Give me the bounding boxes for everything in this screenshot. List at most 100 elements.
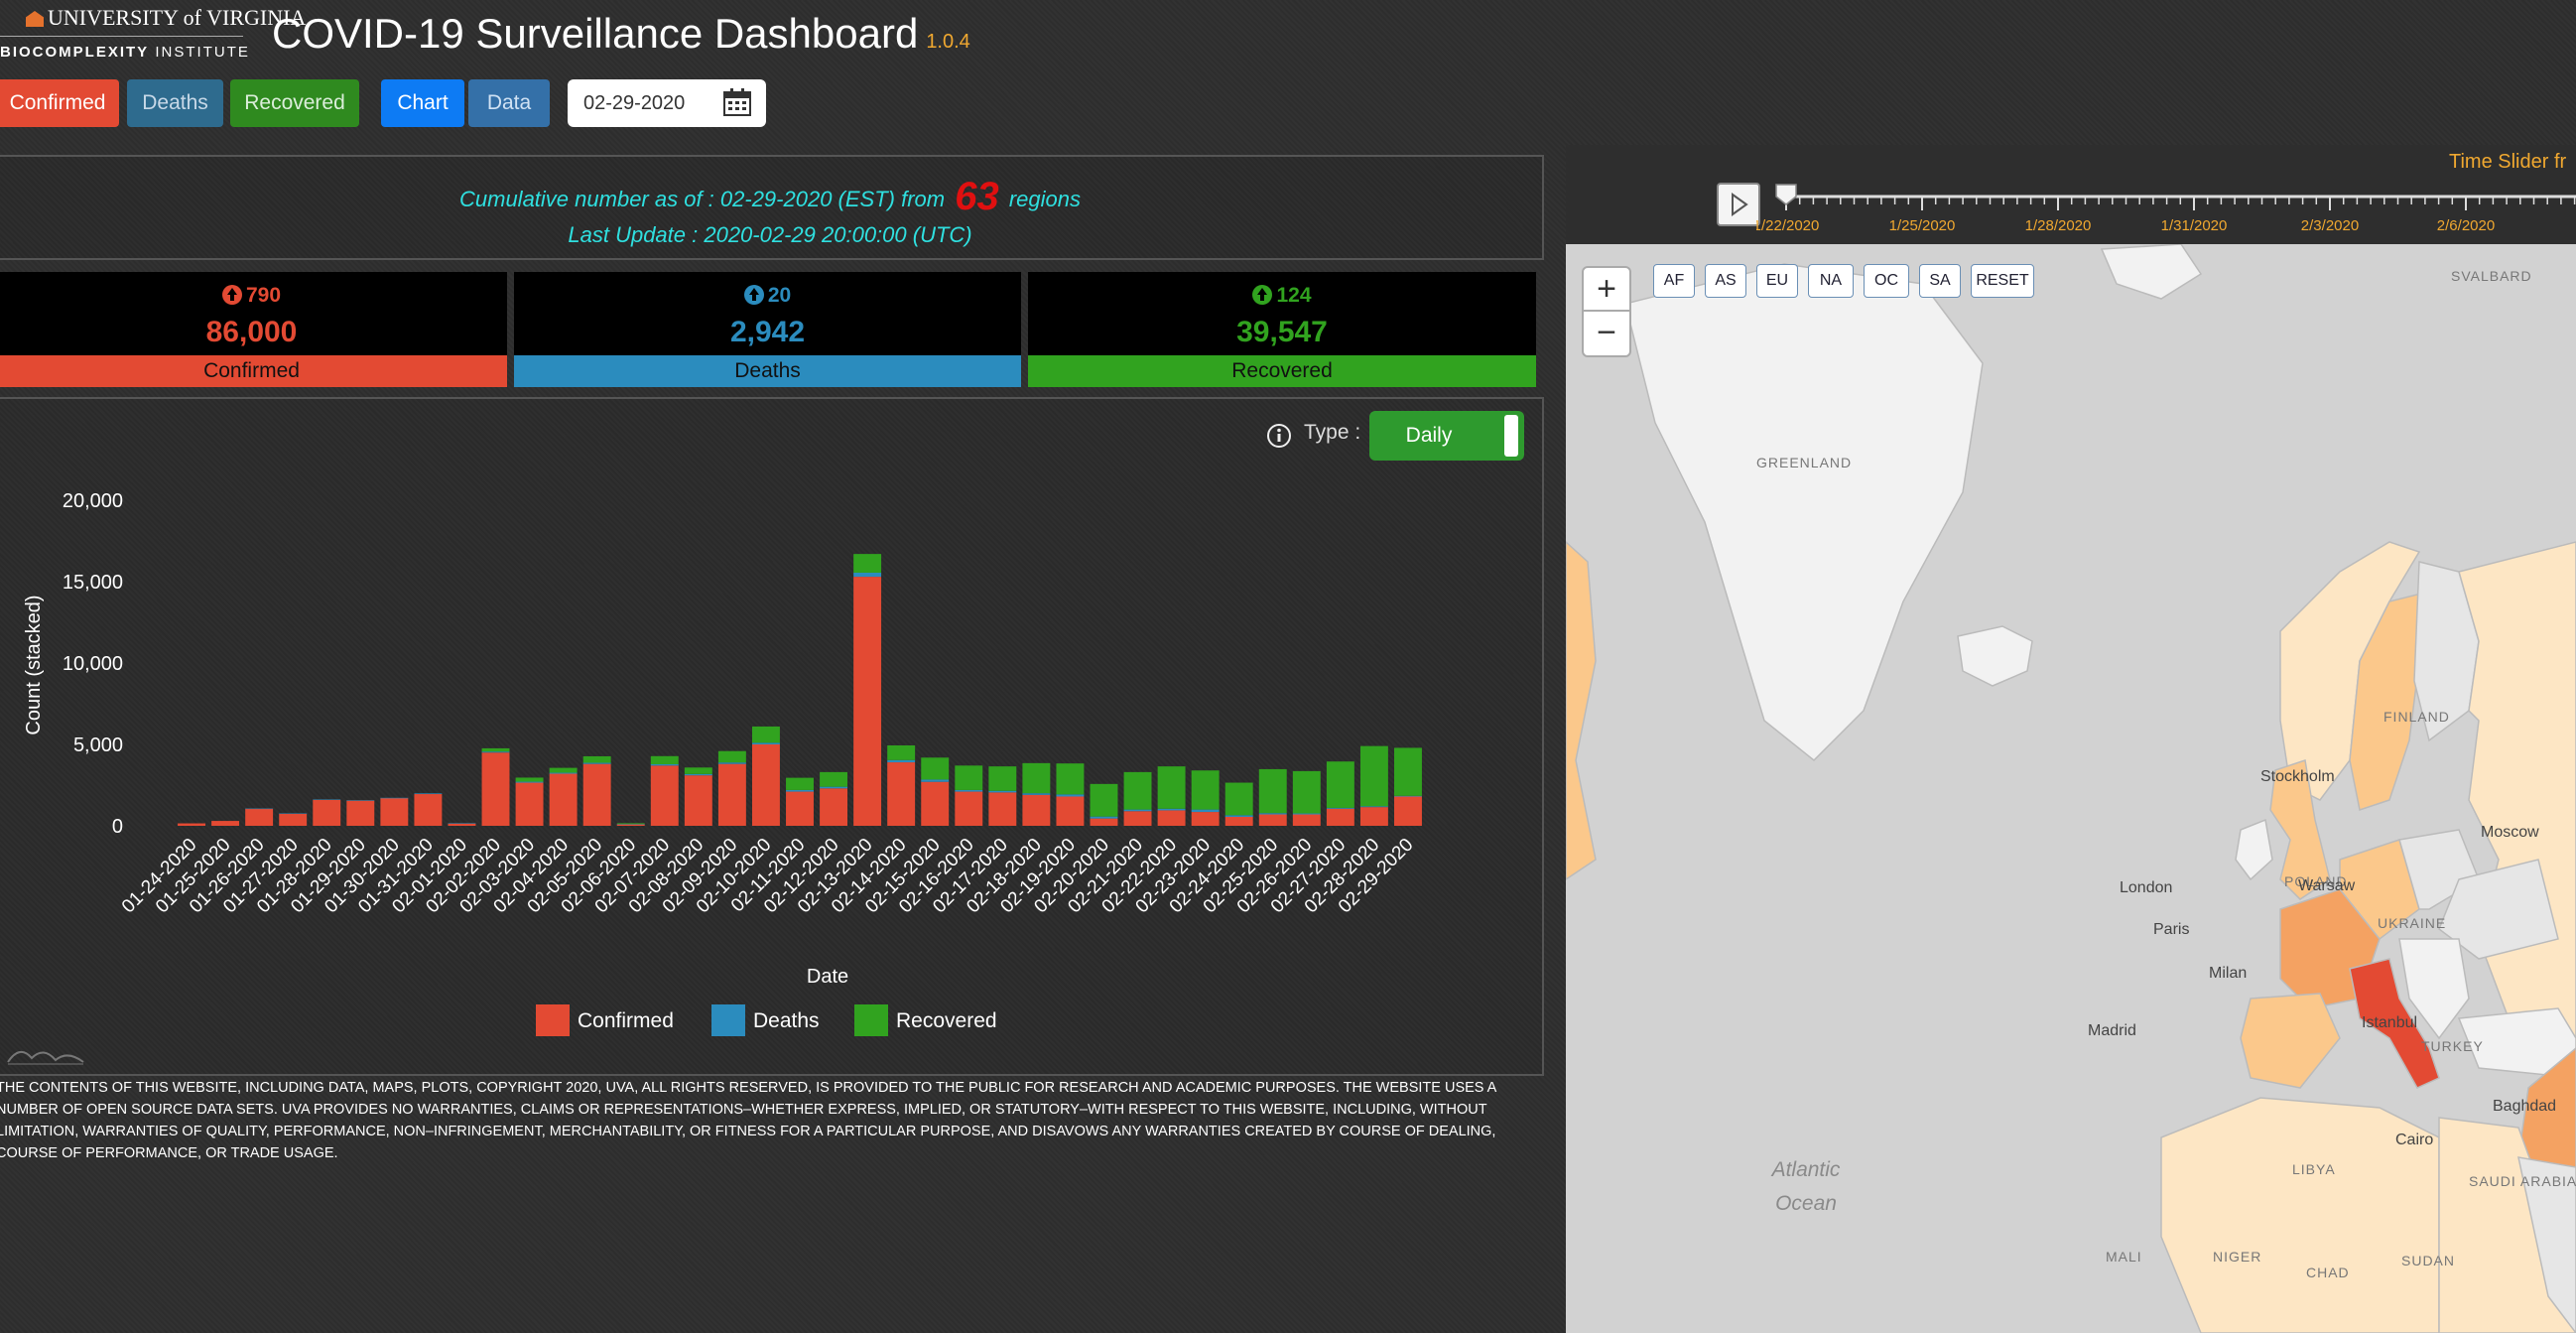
choropleth-map[interactable]: [1566, 244, 2576, 1333]
confirmed-card: 790 86,000 Confirmed: [0, 272, 507, 387]
bar-confirmed: [211, 821, 240, 826]
saudi-shape: [2517, 1156, 2576, 1333]
institute-name-rest: INSTITUTE: [155, 44, 250, 61]
uva-logo-text: UNIVERSITY of VIRGINIA: [48, 5, 307, 30]
balkans-shape: [2398, 938, 2470, 1040]
deaths-button[interactable]: Deaths: [127, 79, 223, 127]
zoom-out-button[interactable]: −: [1582, 310, 1631, 357]
region-button-sa[interactable]: SA: [1919, 264, 1961, 298]
bar-recovered: [1224, 782, 1253, 816]
time-slider-title: Time Slider fr: [2449, 151, 2567, 173]
map-label-istanbul: Istanbul: [2362, 1014, 2418, 1031]
toggle-knob[interactable]: [1504, 415, 1518, 457]
zoom-in-button[interactable]: +: [1582, 266, 1631, 314]
recovered-card: 124 39,547 Recovered: [1028, 272, 1536, 387]
deaths-total: 2,942: [729, 316, 806, 348]
bar-recovered: [717, 750, 746, 763]
date-input[interactable]: 02-29-2020: [583, 92, 686, 114]
date-picker[interactable]: 02-29-2020: [568, 79, 766, 127]
arrow-up-icon: [743, 285, 764, 305]
institute-name-bold: BIOCOMPLEXITY: [0, 44, 150, 61]
type-toggle[interactable]: Daily: [1369, 411, 1524, 461]
bar-confirmed: [1359, 807, 1388, 826]
region-button-na[interactable]: NA: [1808, 264, 1854, 298]
bar-confirmed: [1258, 814, 1287, 826]
bar-confirmed: [1090, 818, 1118, 826]
header: UNIVERSITY of VIRGINIA BIOCOMPLEXITY INS…: [0, 0, 2576, 75]
regions-suffix: regions: [1008, 187, 1081, 211]
recovered-card-label: Recovered: [1028, 355, 1536, 387]
map-label-madrid: Madrid: [2088, 1022, 2136, 1039]
bar-recovered: [549, 767, 578, 773]
recovered-delta: 124: [1028, 284, 1536, 308]
bar-confirmed: [448, 823, 476, 826]
bar-confirmed: [921, 781, 950, 826]
bar-deaths: [279, 813, 308, 815]
slider-date-label: 1/25/2020: [1889, 217, 1956, 234]
bar-confirmed: [1191, 812, 1220, 826]
bar-confirmed: [820, 788, 848, 826]
chart-tab-button[interactable]: Chart: [381, 79, 464, 127]
bar-confirmed: [1022, 794, 1051, 826]
slider-date-label: 1/28/2020: [2025, 217, 2092, 234]
y-tick-label: 10,000: [63, 653, 123, 675]
bar-confirmed: [988, 792, 1017, 826]
bar-recovered: [1359, 745, 1388, 807]
map-label-finland: FINLAND: [2383, 709, 2450, 725]
bar-deaths: [751, 742, 780, 744]
arrow-up-icon: [221, 285, 242, 305]
bar-recovered: [1258, 768, 1287, 814]
legend-swatch-confirmed: [536, 1004, 570, 1036]
bar-recovered: [1191, 770, 1220, 810]
bar-confirmed: [582, 763, 611, 826]
cumulative-prefix: Cumulative number as of : 02-29-2020 (ES…: [459, 187, 946, 211]
bar-deaths: [616, 824, 645, 825]
ukraine-shape: [2438, 859, 2559, 960]
cumulative-line: Cumulative number as of : 02-29-2020 (ES…: [0, 175, 1542, 219]
bar-confirmed: [616, 824, 645, 826]
bar-confirmed: [955, 791, 983, 826]
bar-recovered: [515, 777, 544, 782]
y-axis-label: Count (stacked): [23, 595, 45, 734]
ocean-label-line2: Ocean: [1775, 1192, 1837, 1215]
time-slider[interactable]: 1/22/2020 1/25/2020 1/28/2020 1/31/2020 2/3/…: [1756, 179, 2576, 244]
recovered-button[interactable]: Recovered: [230, 79, 359, 127]
bar-recovered: [820, 771, 848, 787]
bar-confirmed: [717, 763, 746, 826]
region-button-af[interactable]: AF: [1653, 264, 1695, 298]
institute-logo: BIOCOMPLEXITY INSTITUTE: [0, 44, 250, 61]
bar-deaths: [1258, 813, 1287, 815]
map-label-niger: NIGER: [2213, 1249, 2262, 1265]
bar-confirmed: [313, 799, 341, 826]
bar-deaths: [1224, 815, 1253, 817]
confirmed-card-label: Confirmed: [0, 355, 507, 387]
uva-logo[interactable]: UNIVERSITY of VIRGINIA: [26, 5, 306, 31]
bar-recovered: [955, 765, 983, 790]
region-button-reset[interactable]: RESET: [1971, 264, 2034, 298]
slider-handle[interactable]: [1775, 184, 1797, 205]
bar-deaths: [1022, 793, 1051, 795]
bar-deaths: [313, 799, 341, 800]
region-button-eu[interactable]: EU: [1756, 264, 1798, 298]
play-icon: [1732, 193, 1748, 216]
deaths-delta: 20: [514, 284, 1021, 308]
bar-confirmed: [853, 577, 882, 826]
germany-shape: [2339, 839, 2420, 941]
svalbard-shape: [2100, 244, 2203, 300]
bar-recovered: [616, 823, 645, 825]
bar-confirmed: [1394, 796, 1422, 826]
bar-confirmed: [684, 775, 712, 826]
confirmed-button[interactable]: Confirmed: [0, 79, 119, 127]
calendar-icon[interactable]: [722, 87, 752, 117]
region-button-as[interactable]: AS: [1705, 264, 1746, 298]
bar-confirmed: [1123, 811, 1152, 826]
data-tab-button[interactable]: Data: [468, 79, 550, 127]
bar-recovered: [988, 766, 1017, 791]
map-label-sudan: SUDAN: [2401, 1253, 2456, 1268]
region-button-oc[interactable]: OC: [1864, 264, 1909, 298]
info-icon[interactable]: [1266, 423, 1292, 449]
play-button[interactable]: [1717, 183, 1760, 226]
y-tick-label: 15,000: [63, 572, 123, 594]
title-text: COVID-19 Surveillance Dashboard: [272, 10, 919, 57]
